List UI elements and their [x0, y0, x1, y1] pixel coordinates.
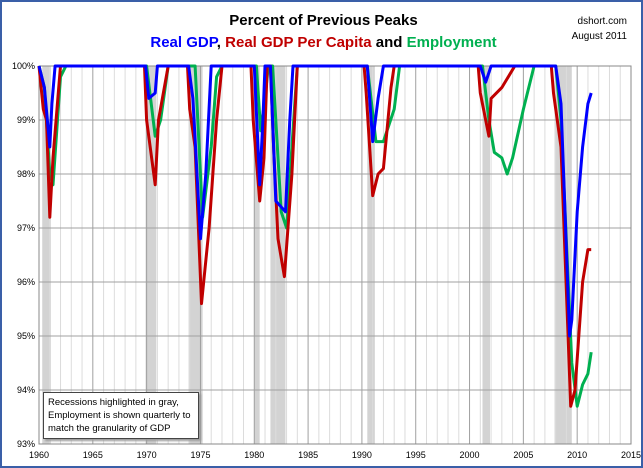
- x-tick-label: 1990: [352, 450, 372, 460]
- x-tick-label: 2015: [621, 450, 641, 460]
- y-tick-label: 98%: [17, 169, 35, 179]
- x-tick-label: 1985: [298, 450, 318, 460]
- subtitle-part: Employment: [406, 34, 497, 51]
- subtitle-part: ,: [216, 34, 226, 51]
- x-tick-label: 1980: [244, 450, 264, 460]
- source-label: dshort.com: [577, 16, 627, 27]
- x-tick-label: 1975: [190, 450, 210, 460]
- y-tick-label: 97%: [17, 223, 35, 233]
- y-tick-label: 95%: [17, 331, 35, 341]
- x-tick-label: 2000: [460, 450, 480, 460]
- y-tick-label: 94%: [17, 385, 35, 395]
- plot-area: [39, 66, 631, 444]
- x-tick-label: 2010: [567, 450, 587, 460]
- x-tick-label: 1965: [83, 450, 103, 460]
- x-tick-label: 1970: [137, 450, 157, 460]
- x-tick-label: 2005: [513, 450, 533, 460]
- recession-band: [42, 66, 51, 444]
- subtitle-part: and: [371, 34, 407, 51]
- y-tick-label: 100%: [12, 61, 35, 71]
- recession-band: [145, 66, 157, 444]
- subtitle-part: Real GDP Per Capita: [225, 34, 372, 51]
- source-block: dshort.com August 2011: [572, 14, 627, 44]
- subtitle-part: Real GDP: [150, 34, 217, 51]
- series-line-real-gdp: [37, 64, 593, 338]
- chart-subtitle: Real GDP, Real GDP Per Capita and Employ…: [2, 34, 641, 51]
- x-tick-label: 1960: [29, 450, 49, 460]
- recession-band: [482, 66, 490, 444]
- chart-title: Percent of Previous Peaks: [229, 12, 418, 29]
- date-label: August 2011: [571, 31, 627, 42]
- recession-band: [367, 66, 375, 444]
- y-tick-label: 96%: [17, 277, 35, 287]
- y-tick-label: 99%: [17, 115, 35, 125]
- annotation-box: Recessions highlighted in gray, Employme…: [43, 392, 199, 439]
- x-tick-label: 1995: [406, 450, 426, 460]
- recession-band: [254, 66, 260, 444]
- y-tick-label: 93%: [17, 439, 35, 449]
